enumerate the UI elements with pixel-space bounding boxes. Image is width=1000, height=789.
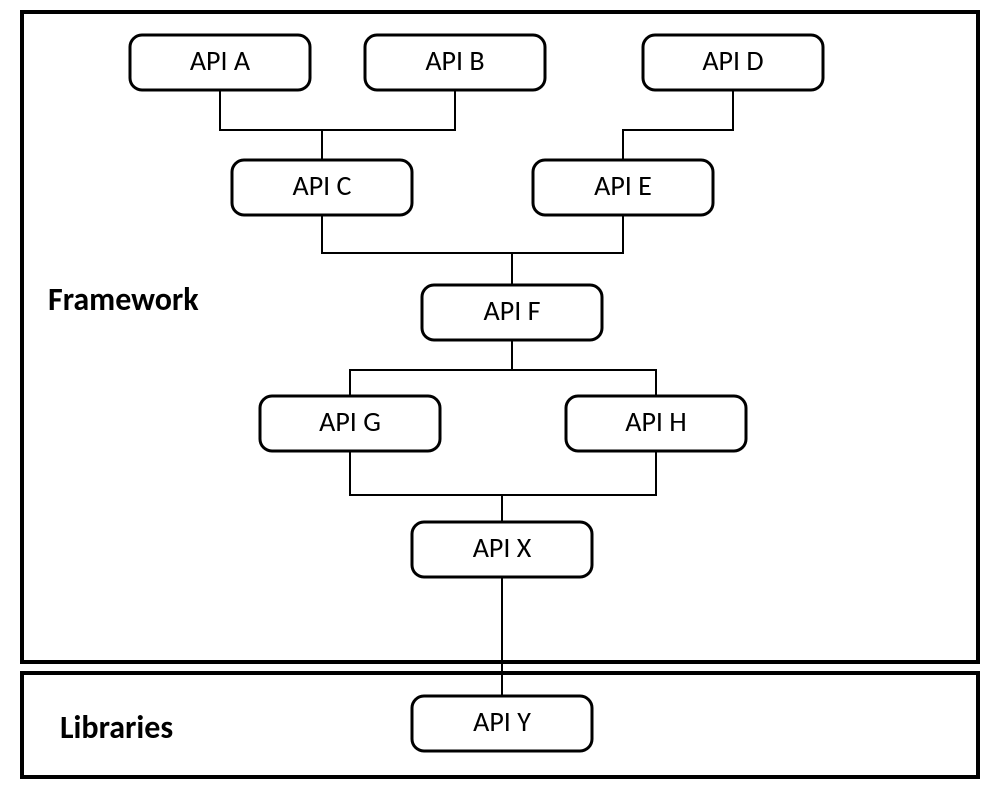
edge-B-C — [322, 90, 455, 160]
node-F-label: API F — [484, 293, 541, 328]
diagram-canvas: API A API B API D API C API E API F API G API H… — [0, 0, 1000, 789]
edge-H-X — [502, 451, 656, 522]
node-C-label: API C — [293, 168, 352, 203]
node-X-label: API X — [473, 530, 532, 565]
node-G-label: API G — [319, 404, 381, 439]
edge-C-F — [322, 215, 512, 285]
edge-E-F — [512, 215, 623, 285]
libraries-label: Libraries — [60, 708, 173, 747]
edge-F-H — [512, 340, 656, 396]
edge-G-X — [350, 451, 502, 522]
node-A-label: API A — [190, 43, 251, 78]
node-E-label: API E — [594, 168, 652, 203]
node-B-label: API B — [425, 43, 484, 78]
edge-D-E — [623, 90, 733, 160]
framework-label: Framework — [48, 280, 199, 319]
node-Y-label: API Y — [473, 704, 531, 739]
node-D-label: API D — [702, 43, 763, 78]
node-H-label: API H — [625, 404, 687, 439]
edge-A-C — [220, 90, 322, 160]
edge-F-G — [350, 340, 512, 396]
